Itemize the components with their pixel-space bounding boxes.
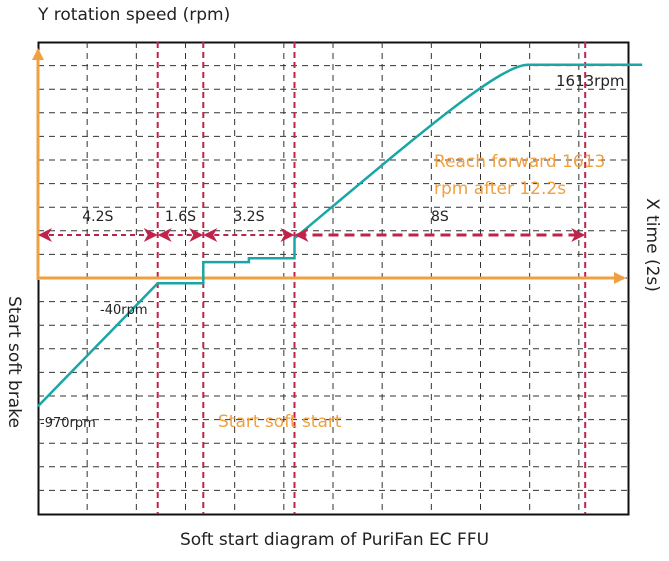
interval-label: 8S xyxy=(431,209,449,225)
labels-layer: -970rpm -40rpm 1613rpm Reach forward 1613 rp… xyxy=(40,72,624,432)
interval-arrow: 8S xyxy=(294,209,586,242)
brake-speed-label: -40rpm xyxy=(100,303,148,318)
speed-curve xyxy=(37,63,643,408)
interval-label: 3.2S xyxy=(233,209,264,225)
reach-annotation-line2: rpm after 12.2s xyxy=(434,179,566,199)
reach-annotation-line1: Reach forward 1613 xyxy=(434,152,605,172)
chart-caption: Soft start diagram of PuriFan EC FFU xyxy=(179,530,490,550)
start-speed-label: -970rpm xyxy=(40,416,96,431)
interval-arrow: 4.2S xyxy=(38,209,158,242)
y-axis-title: Y rotation speed (rpm) xyxy=(38,5,231,25)
interval-label: 4.2S xyxy=(82,209,113,225)
interval-label: 1.6S xyxy=(165,209,196,225)
soft-start-annotation: Start soft start xyxy=(218,412,342,432)
x-axis-title: X time (2s) xyxy=(642,198,662,292)
interval-arrows: 4.2S 1.6S 3.2S 8S xyxy=(38,209,586,242)
final-speed-label: 1613rpm xyxy=(556,72,624,90)
interval-arrow: 1.6S xyxy=(157,209,204,242)
interval-arrow: 3.2S xyxy=(203,209,295,242)
soft-brake-label: Start soft brake xyxy=(4,296,24,428)
series-layer xyxy=(37,63,643,408)
